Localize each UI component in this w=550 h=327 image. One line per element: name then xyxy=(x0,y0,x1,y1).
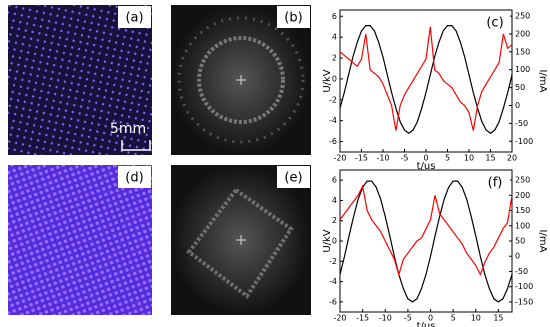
image-e: (e) xyxy=(171,165,311,315)
y2-tick-label: -50 xyxy=(515,267,528,276)
y2-axis-label: I/mA xyxy=(537,230,548,253)
y-tick-label: 0 xyxy=(332,237,337,246)
x-tick-label: 10 xyxy=(464,154,474,163)
x-tick-label: 0 xyxy=(423,154,428,163)
y2-tick-label: 150 xyxy=(515,206,530,215)
panel-label: (a) xyxy=(125,11,143,26)
y2-tick-label: 0 xyxy=(515,101,520,110)
y-tick-label: 4 xyxy=(332,33,337,42)
x-tick-label: 10 xyxy=(471,314,481,323)
y2-tick-label: 50 xyxy=(515,83,525,92)
x-tick-label: 20 xyxy=(507,154,517,163)
x-tick-label: 15 xyxy=(485,154,495,163)
y-tick-label: 0 xyxy=(332,74,337,83)
y-tick-label: -4 xyxy=(329,277,337,286)
panel-label: (b) xyxy=(284,11,302,26)
image-a: (a) 5mm xyxy=(8,5,152,155)
panel-label-box xyxy=(479,172,510,192)
y2-tick-label: -100 xyxy=(515,282,533,291)
panel-label: (e) xyxy=(284,171,302,186)
y-tick-label: 6 xyxy=(332,176,337,185)
panel-label: (d) xyxy=(125,171,143,186)
data-line xyxy=(339,180,513,303)
y2-tick-label: -50 xyxy=(515,119,528,128)
y2-tick-label: 250 xyxy=(515,176,530,185)
y-tick-label: 6 xyxy=(332,12,337,21)
panel-label: (c) xyxy=(486,16,503,31)
x-tick-label: 15 xyxy=(493,314,503,323)
y2-tick-label: 50 xyxy=(515,237,525,246)
y-tick-label: -2 xyxy=(329,257,337,266)
x-axis-label: t/us xyxy=(417,321,436,327)
x-axis-label: t/us xyxy=(417,161,436,172)
data-line xyxy=(339,25,513,134)
y2-tick-label: 100 xyxy=(515,221,530,230)
scale-bar xyxy=(121,140,151,151)
plot-area xyxy=(339,169,513,313)
x-tick-label: -20 xyxy=(333,314,346,323)
panel-label: (f) xyxy=(488,176,503,191)
y2-tick-label: -150 xyxy=(515,297,533,306)
y-tick-label: 4 xyxy=(332,196,337,205)
y-tick-label: 2 xyxy=(332,216,337,225)
y2-axis-label: I/mA xyxy=(537,70,548,93)
x-tick-label: 5 xyxy=(445,154,450,163)
y-tick-label: 2 xyxy=(332,54,337,63)
x-tick-label: -20 xyxy=(333,154,346,163)
y2-tick-label: 250 xyxy=(515,12,530,21)
y2-tick-label: -100 xyxy=(515,137,533,146)
y2-tick-label: 200 xyxy=(515,191,530,200)
plot-area xyxy=(339,9,513,153)
y2-tick-label: 200 xyxy=(515,29,530,38)
y2-tick-label: 0 xyxy=(515,252,520,261)
image-d: (d) xyxy=(8,165,152,315)
data-line xyxy=(339,184,513,277)
panel-label-box xyxy=(479,12,510,32)
y-axis-label: U/kV xyxy=(322,69,333,92)
x-tick-label: -10 xyxy=(376,154,389,163)
y-tick-label: -6 xyxy=(329,137,337,146)
x-tick-label: -5 xyxy=(401,154,409,163)
x-tick-label: -15 xyxy=(355,154,368,163)
y-tick-label: -4 xyxy=(329,116,337,125)
x-tick-label: -10 xyxy=(379,314,392,323)
y-tick-label: -2 xyxy=(329,95,337,104)
y2-tick-label: 100 xyxy=(515,65,530,74)
x-tick-label: -15 xyxy=(356,314,369,323)
image-b: (b) xyxy=(171,5,311,155)
y2-tick-label: 150 xyxy=(515,47,530,56)
scale-bar-label: 5mm xyxy=(110,121,146,137)
y-tick-label: -6 xyxy=(329,297,337,306)
y-axis-label: U/kV xyxy=(322,229,333,252)
x-tick-label: -5 xyxy=(404,314,412,323)
x-tick-label: 5 xyxy=(451,314,456,323)
x-tick-label: 0 xyxy=(428,314,433,323)
data-line xyxy=(339,26,513,131)
